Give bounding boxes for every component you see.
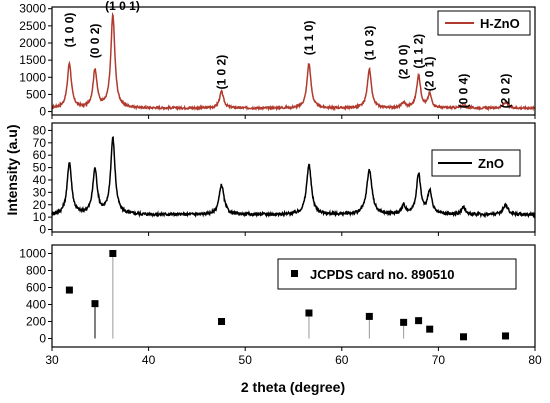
x-tick-label: 80 [528,353,542,367]
reference-point [65,286,73,294]
reference-point [502,332,510,340]
y-tick-label: 500 [26,87,46,101]
y-tick-label: 200 [26,315,46,329]
peak-label: (2 0 1) [423,57,437,92]
reference-point [218,318,226,325]
reference-point [415,317,423,325]
reference-point [91,300,99,308]
y-tick-label: 2000 [19,36,46,50]
y-tick-label: 1000 [19,247,46,261]
y-tick-label: 600 [26,281,46,295]
y-tick-label: 0 [39,332,46,346]
legend-label: ZnO [478,156,504,171]
middle-panel-frame [51,122,536,233]
reference-point [400,318,408,326]
y-tick-label: 400 [26,298,46,312]
reference-point [426,325,434,333]
legend-label: H-ZnO [480,16,520,31]
peak-label: (0 0 2) [88,24,102,59]
peak-label: (1 0 3) [362,26,376,61]
legend-box [277,258,517,290]
y-tick-label: 1000 [19,70,46,84]
y-tick-label: 70 [33,136,47,150]
y-tick-label: 2500 [19,19,46,33]
y-tick-label: 20 [33,198,47,212]
reference-point [109,250,117,257]
peak-label: (1 1 2) [412,34,426,69]
peak-label: (1 1 0) [302,21,316,56]
y-tick-label: 80 [33,123,47,137]
reference-point [305,309,313,317]
y-tick-label: 3000 [19,2,46,16]
legend-label: JCPDS card no. 890510 [310,267,455,282]
y-tick-label: 0 [39,223,46,237]
peak-label: (1 0 2) [215,55,229,90]
y-tick-label: 60 [33,148,47,162]
top-panel-frame [51,6,536,116]
peak-label: (0 0 4) [457,74,471,109]
x-tick-label: 70 [432,353,446,367]
peak-label: (2 0 0) [397,45,411,80]
x-tick-label: 30 [45,353,59,367]
y-tick-label: 800 [26,264,46,278]
bottom-panel-frame [51,244,536,348]
legend-marker-swatch [291,270,298,277]
x-tick-label: 60 [335,353,349,367]
reference-point [365,312,373,320]
y-tick-label: 30 [33,185,47,199]
y-tick-label: 1500 [19,53,46,67]
x-tick-label: 50 [239,353,253,367]
y-tick-label: 10 [33,210,47,224]
peak-label: (2 0 2) [499,74,513,109]
peak-label: (1 0 1) [105,0,140,13]
y-tick-label: 50 [33,161,47,175]
reference-point [460,333,468,341]
y-axis-label: Intensity (a.u) [4,124,20,215]
x-tick-label: 40 [142,353,156,367]
middle-series-line [51,136,536,219]
peak-label: (1 0 0) [62,13,76,48]
y-tick-label: 0 [39,105,46,119]
x-axis-label: 2 theta (degree) [241,379,345,395]
y-tick-label: 40 [33,173,47,187]
top-series-line [51,11,536,112]
